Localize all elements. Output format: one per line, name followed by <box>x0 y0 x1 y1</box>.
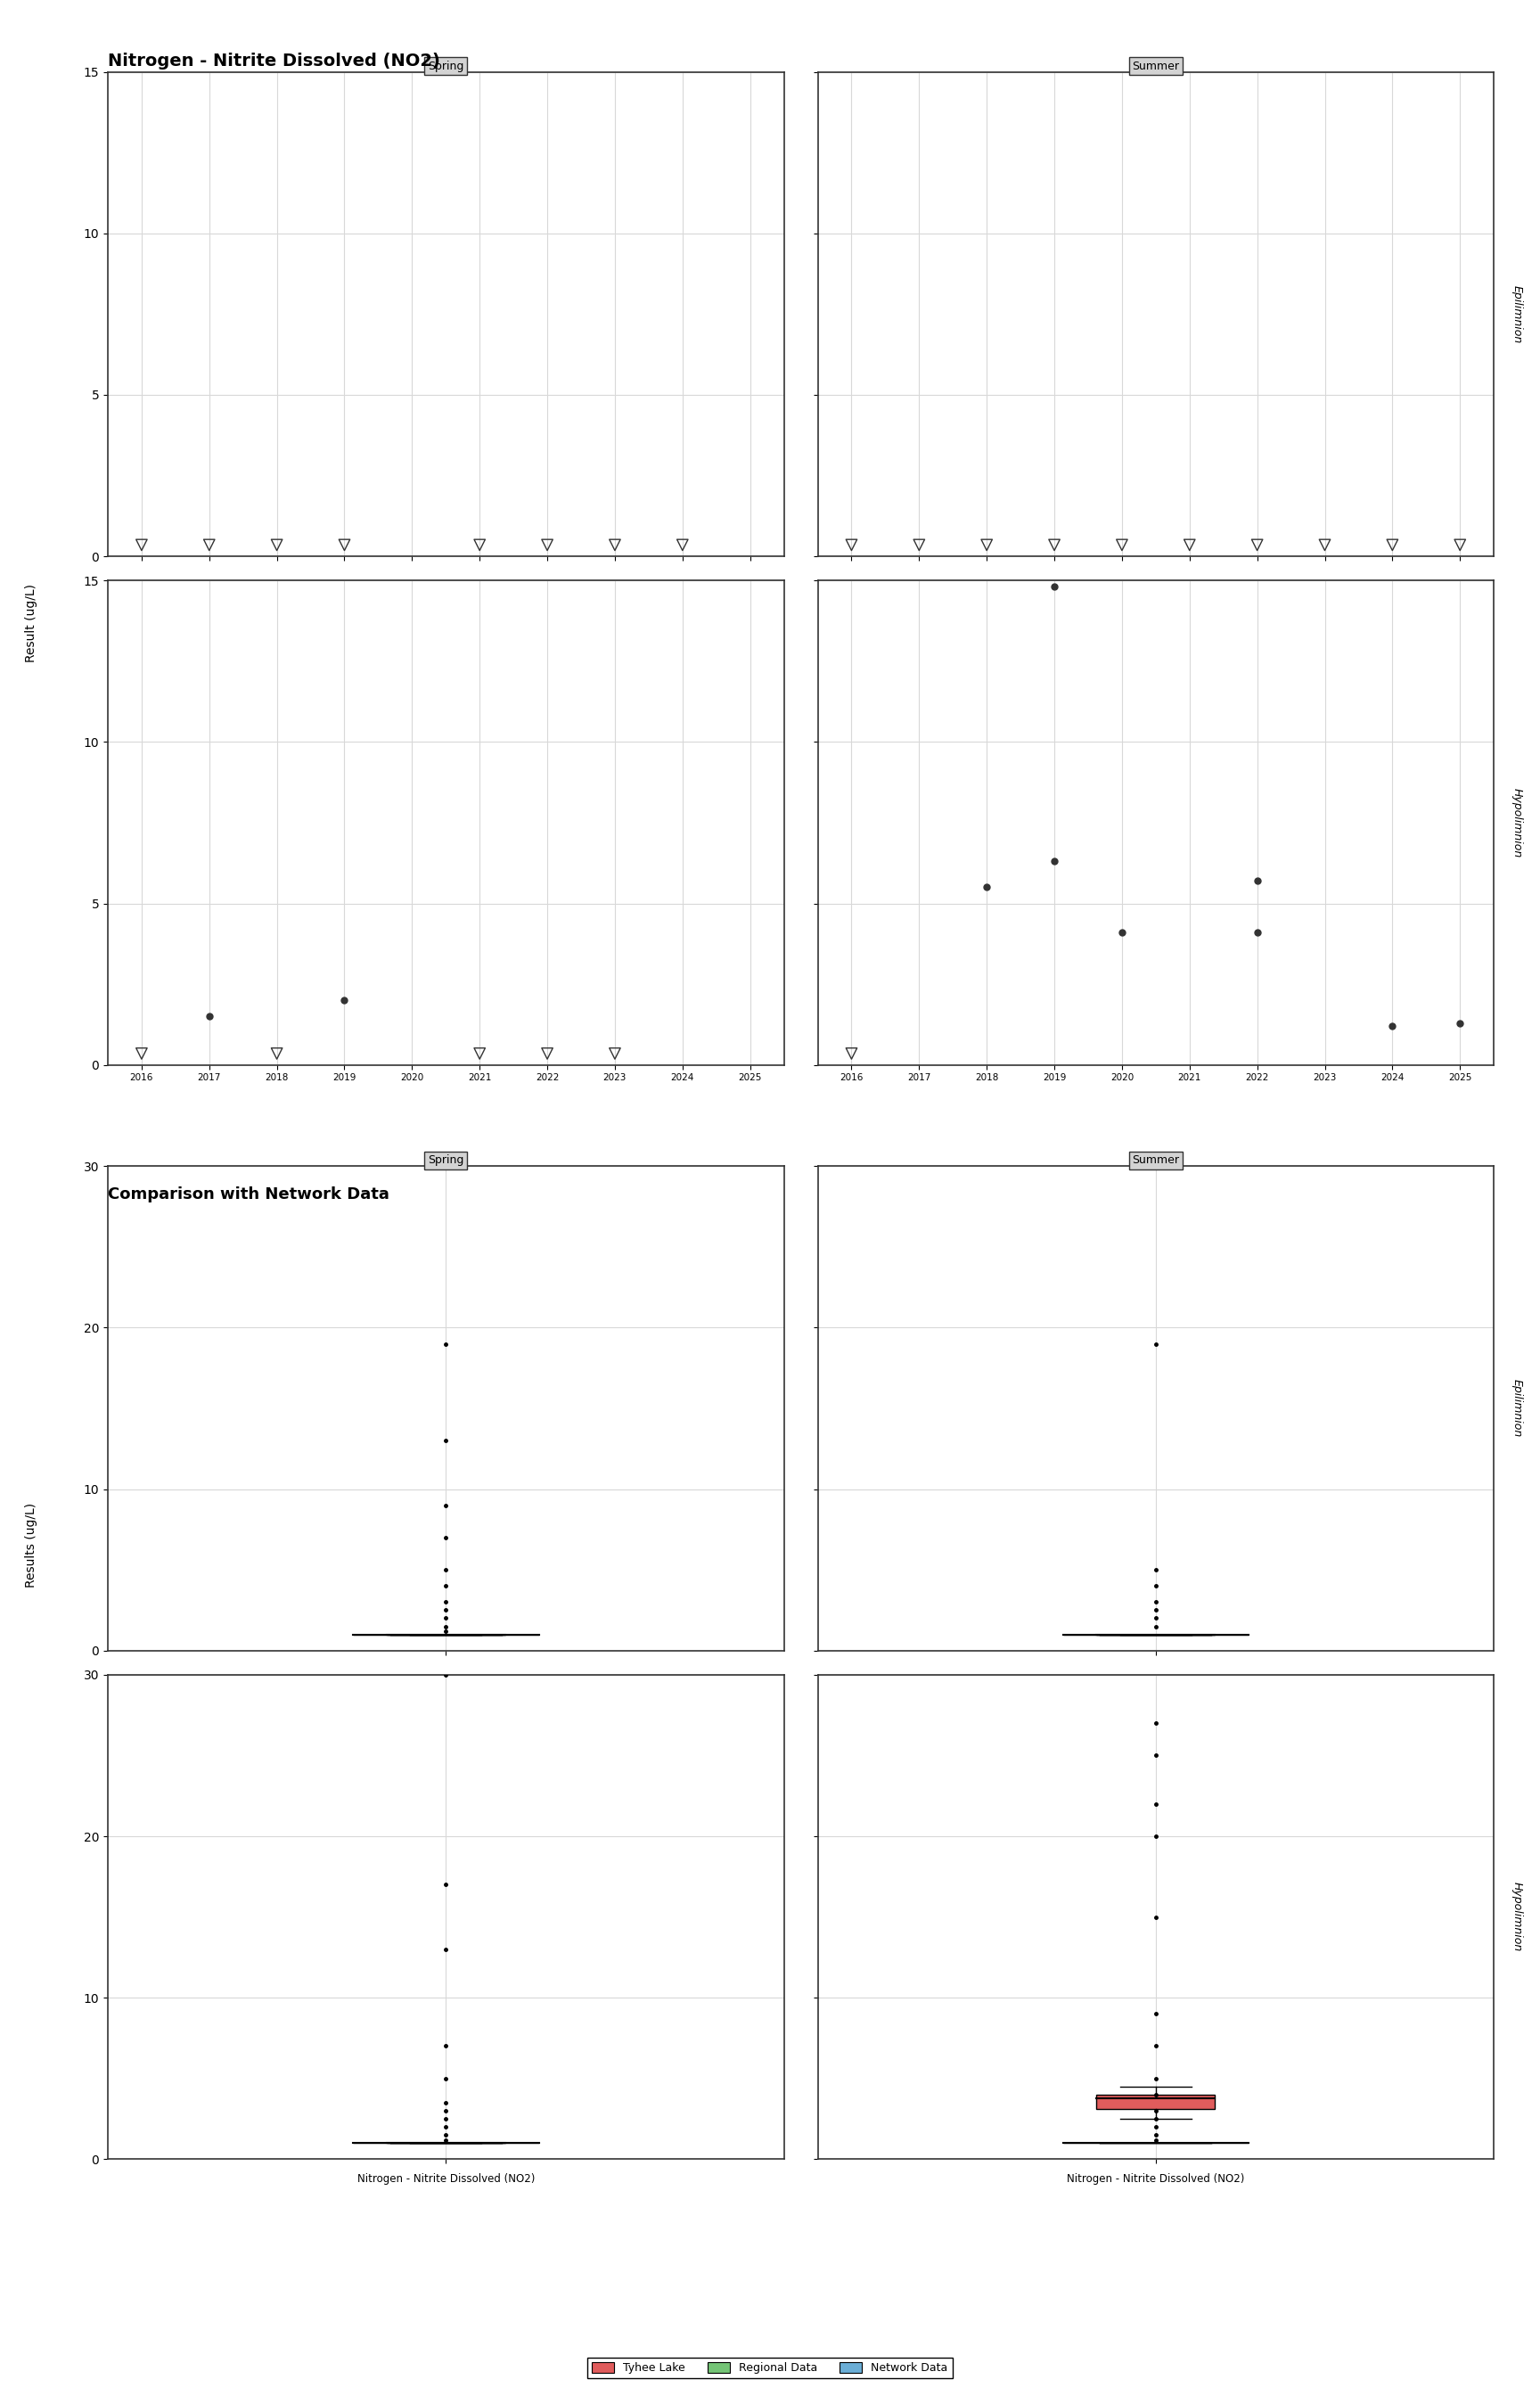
Point <box>434 1591 459 1629</box>
Point <box>129 1035 154 1073</box>
Point <box>839 525 864 563</box>
Text: Result (ug/L): Result (ug/L) <box>25 585 37 661</box>
X-axis label: Nitrogen - Nitrite Dissolved (NO2): Nitrogen - Nitrite Dissolved (NO2) <box>1067 2173 1244 2185</box>
Point <box>1244 525 1269 563</box>
Point <box>1143 2099 1167 2137</box>
Point <box>434 2027 459 2065</box>
Point <box>1143 1737 1167 1775</box>
Point <box>1143 1608 1167 1646</box>
Point <box>602 525 627 563</box>
Title: Spring: Spring <box>428 1155 464 1167</box>
Point <box>1143 1704 1167 1742</box>
Point <box>1143 1325 1167 1363</box>
Point <box>907 525 932 563</box>
Point <box>1143 1567 1167 1605</box>
Point <box>1143 1785 1167 1823</box>
Point <box>1043 843 1067 882</box>
Point <box>434 1486 459 1524</box>
Point <box>1143 1898 1167 1936</box>
Point <box>1143 2116 1167 2154</box>
Point <box>434 1584 459 1622</box>
Point <box>1244 863 1269 901</box>
Point <box>333 525 357 563</box>
Point <box>1448 525 1472 563</box>
Point <box>265 1035 290 1073</box>
Y-axis label: Epilimnion: Epilimnion <box>1511 285 1523 343</box>
Title: Summer: Summer <box>1132 1155 1180 1167</box>
Point <box>467 1035 491 1073</box>
Point <box>1143 2058 1167 2096</box>
Point <box>434 1866 459 1905</box>
Text: Nitrogen - Nitrite Dissolved (NO2): Nitrogen - Nitrite Dissolved (NO2) <box>108 53 440 69</box>
Point <box>434 1931 459 1970</box>
Point <box>1043 568 1067 606</box>
Y-axis label: Epilimnion: Epilimnion <box>1511 1380 1523 1438</box>
Title: Spring: Spring <box>428 60 464 72</box>
Point <box>434 1519 459 1557</box>
Point <box>602 1035 627 1073</box>
Point <box>1143 1591 1167 1629</box>
Point <box>333 980 357 1018</box>
Point <box>434 2099 459 2137</box>
Point <box>434 1656 459 1694</box>
Point <box>434 1598 459 1636</box>
Point <box>975 867 999 906</box>
Legend: Tyhee Lake, Regional Data, Network Data: Tyhee Lake, Regional Data, Network Data <box>588 2358 952 2379</box>
Y-axis label: Hypolimnion: Hypolimnion <box>1511 1883 1523 1953</box>
Point <box>434 2058 459 2096</box>
Point <box>434 1550 459 1589</box>
Point <box>975 525 999 563</box>
Point <box>1143 2075 1167 2113</box>
Point <box>1143 1584 1167 1622</box>
Y-axis label: Hypolimnion: Hypolimnion <box>1511 788 1523 858</box>
X-axis label: Nitrogen - Nitrite Dissolved (NO2): Nitrogen - Nitrite Dissolved (NO2) <box>357 2173 534 2185</box>
Point <box>1244 913 1269 951</box>
Point <box>839 1035 864 1073</box>
Point <box>670 525 695 563</box>
Point <box>1143 2120 1167 2159</box>
Point <box>434 2108 459 2147</box>
Point <box>1143 1996 1167 2034</box>
Point <box>1380 525 1404 563</box>
Point <box>434 2085 459 2123</box>
Point <box>534 525 559 563</box>
Point <box>434 1608 459 1646</box>
Point <box>197 997 222 1035</box>
Text: Comparison with Network Data: Comparison with Network Data <box>108 1186 390 1203</box>
Point <box>265 525 290 563</box>
Point <box>1043 525 1067 563</box>
Point <box>1380 1006 1404 1045</box>
Point <box>1143 1550 1167 1589</box>
Point <box>434 2120 459 2159</box>
Point <box>534 1035 559 1073</box>
Point <box>1143 2108 1167 2147</box>
Point <box>434 2116 459 2154</box>
Point <box>1110 913 1135 951</box>
Text: Results (ug/L): Results (ug/L) <box>25 1502 37 1589</box>
Point <box>1312 525 1337 563</box>
Point <box>197 525 222 563</box>
Point <box>434 1567 459 1605</box>
Point <box>434 1325 459 1363</box>
Title: Summer: Summer <box>1132 60 1180 72</box>
Point <box>1143 2027 1167 2065</box>
Point <box>129 525 154 563</box>
Point <box>1110 525 1135 563</box>
Point <box>1143 1816 1167 1855</box>
Point <box>1143 2092 1167 2130</box>
Point <box>1177 525 1201 563</box>
Point <box>1448 1004 1472 1042</box>
Point <box>467 525 491 563</box>
Point <box>1143 1598 1167 1636</box>
Bar <box>1096 2094 1215 2108</box>
Point <box>434 2092 459 2130</box>
Point <box>434 1613 459 1651</box>
Point <box>434 1421 459 1459</box>
